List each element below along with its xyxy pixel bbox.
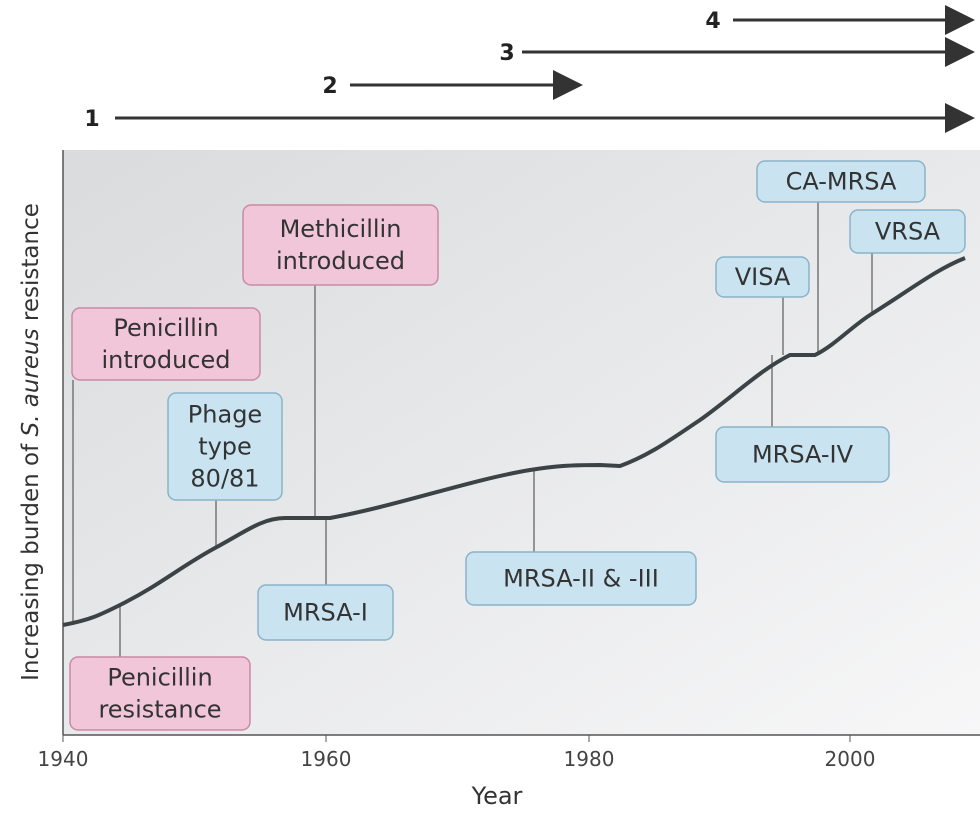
annotation-box: [715, 426, 890, 483]
annotation-line: MRSA-IV: [752, 441, 854, 469]
annotation-line: resistance: [98, 696, 221, 724]
annotation-label: Penicillin introduced: [102, 314, 231, 374]
arrow-number: 1: [84, 107, 99, 132]
annotation-label: Phage type 80/81: [188, 401, 262, 493]
annotation-line: type: [198, 433, 252, 461]
annotation-label: Penicillin resistance: [98, 664, 221, 724]
annotation-box: [69, 656, 251, 731]
annotation-line: CA-MRSA: [786, 168, 897, 196]
y-label-part: resistance: [18, 203, 44, 328]
burden-curve: [62, 256, 966, 627]
annotation-line: VISA: [735, 263, 791, 291]
annotation-box: [849, 209, 966, 254]
annotation-line: Methicillin: [280, 215, 402, 243]
annotation-line: Penicillin: [113, 314, 218, 342]
annotation-line: introduced: [276, 247, 405, 275]
annotation-box: [257, 584, 394, 641]
x-tick-label: 1980: [564, 747, 615, 771]
annotation-label: VRSA: [875, 218, 941, 246]
y-axis-label: Increasing burden of S. aureus resistanc…: [18, 203, 44, 681]
annotation-line: 80/81: [190, 465, 259, 493]
annotation-label: MRSA-II & -III: [503, 565, 659, 593]
annotation-line: VRSA: [875, 218, 941, 246]
annotation-box: [756, 160, 926, 203]
annotation-line: MRSA-I: [283, 599, 368, 627]
y-label-part: S. aureus: [18, 328, 44, 436]
annotation-label: MRSA-IV: [752, 441, 854, 469]
annotation-line: introduced: [102, 346, 231, 374]
arrow-number: 3: [499, 41, 514, 66]
annotation-label: VISA: [735, 263, 791, 291]
annotation-box: [242, 204, 439, 286]
arrow-number: 4: [705, 9, 720, 34]
annotation-box: [715, 256, 810, 298]
x-axis-label: Year: [471, 782, 523, 810]
annotation-label: CA-MRSA: [786, 168, 897, 196]
x-tick-label: 2000: [825, 747, 876, 771]
x-tick-label: 1960: [301, 747, 352, 771]
arrow-number: 2: [322, 74, 337, 99]
annotation-box: [167, 392, 283, 501]
annotation-box: [71, 307, 261, 381]
x-tick-label: 1940: [38, 747, 89, 771]
annotation-line: Penicillin: [107, 664, 212, 692]
y-label-part: Increasing burden of: [18, 436, 44, 680]
annotation-label: Methicillin introduced: [276, 215, 405, 275]
annotation-line: MRSA-II & -III: [503, 565, 659, 593]
annotation-label: MRSA-I: [283, 599, 368, 627]
annotation-box: [465, 551, 697, 606]
annotation-line: Phage: [188, 401, 262, 429]
